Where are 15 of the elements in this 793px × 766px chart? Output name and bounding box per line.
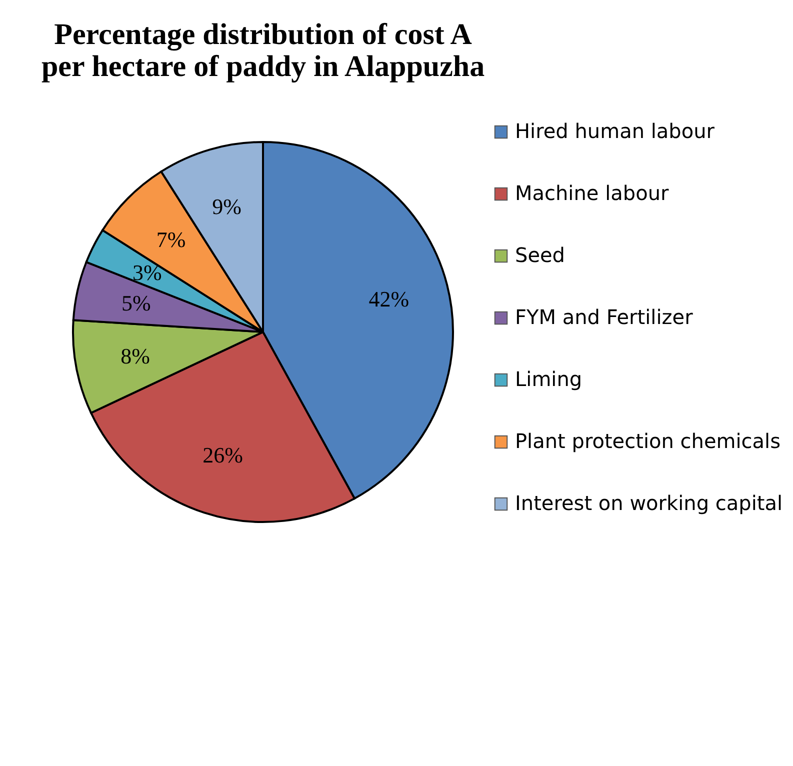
legend-label: Plant protection chemicals [515, 429, 781, 453]
legend-label: Seed [515, 243, 565, 267]
data-label: 5% [121, 290, 151, 316]
data-label: 26% [202, 442, 243, 468]
chart-title: Percentage distribution of cost A per hectare of paddy in Alappuzha [41, 18, 485, 83]
data-label: 7% [156, 227, 186, 252]
legend-label: Hired human labour [515, 119, 716, 143]
data-label: 3% [132, 260, 162, 285]
legend-label: FYM and Fertilizer [515, 305, 694, 329]
data-label: 42% [368, 286, 410, 312]
data-label: 9% [212, 194, 242, 220]
legend-label: Liming [515, 367, 582, 391]
data-label: 8% [120, 343, 150, 368]
legend-label: Interest on working capital [515, 491, 783, 515]
legend-label: Machine labour [515, 181, 670, 205]
